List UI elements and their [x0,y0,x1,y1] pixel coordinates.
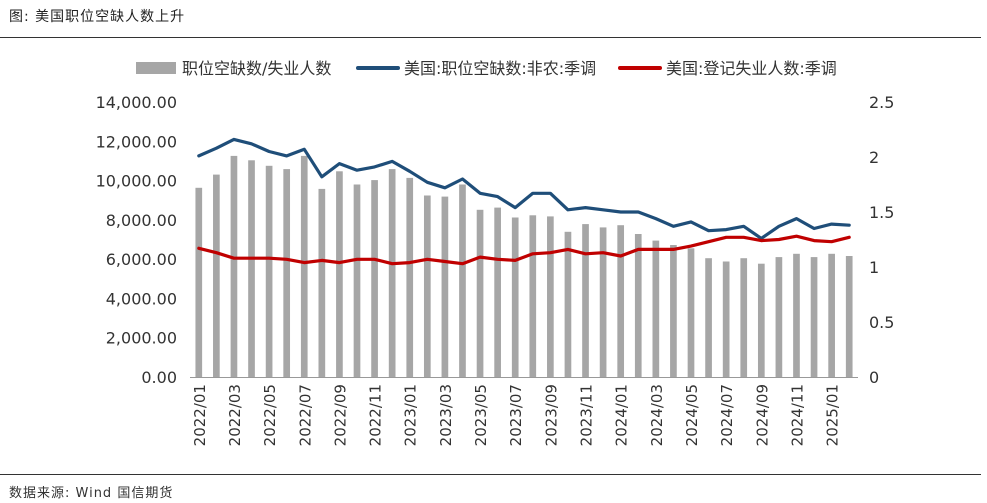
bar [371,180,378,377]
bar [775,257,783,377]
bar [230,155,238,377]
bar [441,196,449,377]
bar [195,187,203,377]
x-tick-label: 2023/07 [507,384,525,446]
bar [740,258,748,377]
bar [757,263,765,377]
bar [318,188,326,377]
line-series [197,137,851,266]
bar [810,257,818,377]
bar [213,174,220,377]
axes: 0.00 2,000.00 4,000.00 6,000.00 8,000.00 10,0… [96,93,895,446]
legend-swatch-bar [136,62,176,74]
bar [722,261,730,377]
x-tick-label: 2022/07 [296,384,314,446]
job-openings-line [197,137,851,240]
x-tick-label: 2024/03 [648,384,666,446]
x-tick-label: 2023/01 [402,384,420,446]
y-left-tick-label: 2,000.00 [106,329,177,348]
y-right-tick-label: 0.5 [869,313,894,332]
bar [406,177,414,377]
x-tick-label: 2023/11 [578,384,596,446]
bar [248,160,255,377]
bar [599,227,607,377]
legend-label: 职位空缺数/失业人数 [182,59,331,78]
x-tick-label: 2023/05 [472,384,490,446]
x-tick-label: 2024/07 [718,384,736,446]
page-title: 图: 美国职位空缺人数上升 [9,9,186,25]
bar [652,240,660,377]
bar [670,245,677,377]
legend: 职位空缺数/失业人数 美国:职位空缺数:非农:季调 美国:登记失业人数:季调 [136,59,837,78]
legend-label: 美国:登记失业人数:季调 [666,59,837,78]
source-note: 数据来源: Wind 国信期货 [9,486,174,501]
y-left-tick-label: 4,000.00 [106,289,177,308]
bar [494,207,501,377]
y-right-tick-label: 2 [869,148,879,167]
bar [511,217,519,377]
bar [476,209,484,377]
bar [283,169,291,377]
x-tick-label: 2024/01 [613,384,631,446]
top-divider [0,37,981,38]
bar [336,171,343,377]
bar [459,184,466,377]
bar [353,184,361,377]
y-right-tick-label: 2.5 [869,93,894,112]
y-left-tick-label: 6,000.00 [106,250,177,269]
x-tick-label: 2025/01 [824,384,842,446]
bar [687,248,695,377]
bar-series [195,155,853,377]
y-left-tick-label: 14,000.00 [96,93,177,112]
y-left-tick-label: 0.00 [141,368,177,387]
y-left-tick-label: 10,000.00 [96,172,177,191]
x-tick-label: 2022/11 [367,384,385,446]
bar [388,169,396,377]
bar [582,224,589,377]
bar [423,195,431,377]
x-tick-label: 2022/05 [261,384,279,446]
y-right-tick-label: 1.5 [869,203,894,222]
bar [300,155,308,377]
y-left-tick-label: 12,000.00 [96,132,177,151]
x-tick-label: 2024/09 [753,384,771,446]
legend-label: 美国:职位空缺数:非农:季调 [404,59,596,78]
y-right-tick-label: 1 [869,258,879,277]
bottom-divider [0,474,981,475]
bar [634,234,642,377]
bar [529,215,537,377]
bar [564,231,572,377]
x-tick-label: 2022/03 [226,384,244,446]
y-right-tick-label: 0 [869,368,879,387]
bar [265,165,273,377]
x-tick-label: 2024/11 [788,384,806,446]
bar [705,258,712,377]
bar [547,216,554,377]
bar [828,253,835,377]
x-tick-label: 2023/09 [542,384,560,446]
x-tick-label: 2022/09 [331,384,349,446]
x-tick-label: 2024/05 [683,384,701,446]
unemployed-line [197,234,851,266]
bar [793,253,800,377]
x-tick-label: 2022/01 [191,384,209,446]
bar [845,256,853,377]
bar [617,225,625,377]
x-tick-label: 2023/03 [437,384,455,446]
y-left-tick-label: 8,000.00 [106,211,177,230]
